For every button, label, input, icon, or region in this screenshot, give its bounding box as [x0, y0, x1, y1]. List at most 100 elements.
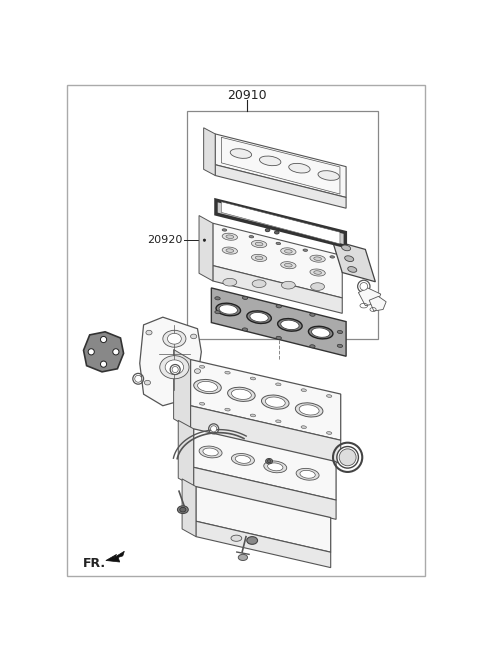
Ellipse shape: [100, 361, 107, 368]
Ellipse shape: [268, 463, 283, 471]
Ellipse shape: [311, 283, 324, 290]
Ellipse shape: [360, 283, 368, 290]
Ellipse shape: [337, 330, 343, 334]
Ellipse shape: [235, 455, 251, 463]
Polygon shape: [193, 429, 336, 500]
Ellipse shape: [222, 247, 238, 254]
Ellipse shape: [216, 303, 240, 316]
Ellipse shape: [180, 508, 186, 512]
Ellipse shape: [339, 449, 356, 466]
Ellipse shape: [303, 249, 308, 251]
Polygon shape: [216, 200, 345, 247]
Ellipse shape: [203, 239, 205, 241]
Ellipse shape: [146, 330, 152, 335]
Polygon shape: [204, 128, 215, 175]
Ellipse shape: [276, 383, 281, 386]
Ellipse shape: [215, 297, 220, 300]
Polygon shape: [359, 288, 381, 305]
Ellipse shape: [312, 328, 330, 337]
Ellipse shape: [265, 229, 270, 232]
Polygon shape: [199, 216, 213, 281]
Polygon shape: [221, 201, 340, 244]
Ellipse shape: [264, 461, 287, 473]
Ellipse shape: [203, 448, 218, 456]
Ellipse shape: [219, 305, 238, 314]
Ellipse shape: [222, 229, 227, 231]
Ellipse shape: [88, 349, 94, 355]
Ellipse shape: [172, 366, 178, 373]
Ellipse shape: [144, 381, 151, 385]
Ellipse shape: [267, 460, 271, 463]
Ellipse shape: [281, 262, 296, 269]
Ellipse shape: [255, 242, 263, 246]
Ellipse shape: [250, 414, 256, 417]
Ellipse shape: [337, 447, 359, 468]
Polygon shape: [178, 421, 193, 487]
Ellipse shape: [242, 328, 248, 331]
Ellipse shape: [165, 360, 184, 375]
Ellipse shape: [199, 366, 205, 368]
Polygon shape: [213, 223, 342, 298]
Ellipse shape: [299, 405, 319, 415]
Ellipse shape: [300, 470, 315, 478]
Polygon shape: [193, 468, 336, 519]
Ellipse shape: [342, 245, 350, 250]
Ellipse shape: [255, 256, 263, 260]
Ellipse shape: [135, 375, 142, 382]
Ellipse shape: [231, 453, 254, 465]
Ellipse shape: [326, 394, 332, 398]
Ellipse shape: [310, 345, 315, 348]
Ellipse shape: [168, 334, 181, 344]
Polygon shape: [191, 360, 341, 440]
Ellipse shape: [231, 389, 252, 400]
Text: 20920: 20920: [147, 235, 183, 245]
Text: 20910: 20910: [227, 89, 266, 102]
Ellipse shape: [231, 535, 242, 542]
Ellipse shape: [178, 506, 188, 513]
Ellipse shape: [275, 231, 279, 234]
Ellipse shape: [262, 395, 289, 409]
Ellipse shape: [249, 235, 254, 238]
Ellipse shape: [318, 171, 339, 181]
Text: FR.: FR.: [83, 557, 106, 570]
Ellipse shape: [337, 344, 343, 347]
Ellipse shape: [281, 248, 296, 255]
Ellipse shape: [191, 334, 197, 339]
Polygon shape: [191, 405, 341, 464]
Ellipse shape: [252, 241, 267, 248]
Ellipse shape: [277, 318, 302, 331]
Ellipse shape: [348, 267, 357, 272]
Ellipse shape: [252, 280, 266, 288]
Ellipse shape: [222, 233, 238, 240]
Polygon shape: [211, 288, 346, 356]
Ellipse shape: [228, 387, 255, 402]
Polygon shape: [182, 479, 196, 537]
Ellipse shape: [160, 356, 189, 379]
Ellipse shape: [242, 296, 248, 300]
Polygon shape: [174, 349, 191, 429]
Polygon shape: [140, 317, 201, 405]
Ellipse shape: [285, 264, 292, 267]
Polygon shape: [215, 134, 346, 198]
Ellipse shape: [163, 330, 186, 347]
Polygon shape: [213, 266, 342, 313]
Polygon shape: [106, 551, 124, 562]
Polygon shape: [369, 296, 386, 311]
Ellipse shape: [211, 426, 217, 432]
Ellipse shape: [198, 381, 217, 392]
Ellipse shape: [276, 336, 281, 339]
Ellipse shape: [310, 269, 325, 276]
Ellipse shape: [247, 311, 271, 324]
Ellipse shape: [265, 397, 285, 407]
Ellipse shape: [252, 254, 267, 262]
Ellipse shape: [113, 349, 119, 355]
Ellipse shape: [250, 313, 268, 322]
Ellipse shape: [226, 235, 234, 239]
Ellipse shape: [250, 377, 256, 380]
Ellipse shape: [225, 371, 230, 374]
Ellipse shape: [309, 326, 333, 339]
Ellipse shape: [276, 420, 281, 422]
Ellipse shape: [296, 468, 319, 480]
Ellipse shape: [289, 164, 310, 173]
Ellipse shape: [226, 249, 234, 252]
